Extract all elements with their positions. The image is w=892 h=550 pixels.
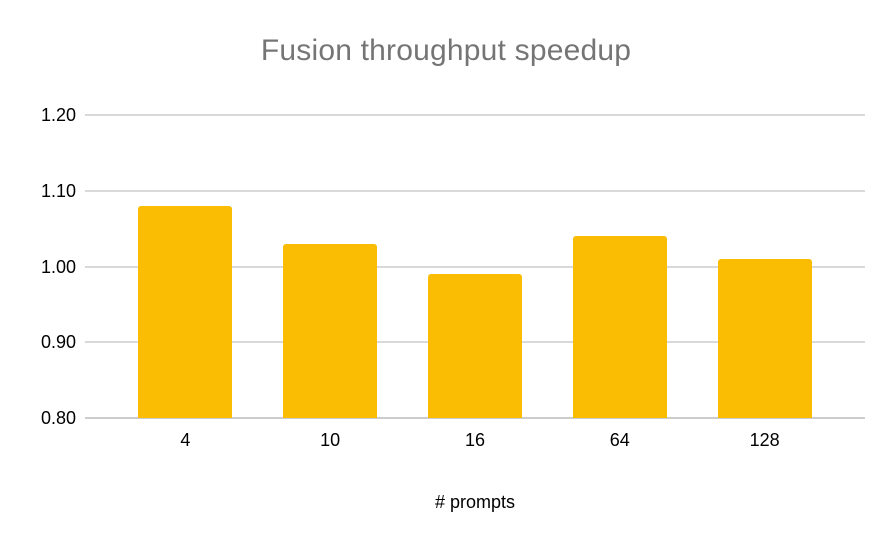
x-tick-label: 128 — [749, 430, 780, 450]
y-tick-label: 1.20 — [40, 105, 76, 125]
bar-slot — [113, 115, 258, 418]
y-axis: 1.20 1.10 1.00 0.90 0.80 — [0, 106, 76, 427]
bar-slot — [403, 115, 548, 418]
gridline — [85, 114, 865, 116]
bar-slot — [547, 115, 692, 418]
bar-slot — [692, 115, 837, 418]
x-tick-label: 10 — [320, 430, 341, 450]
y-tick-label: 1.10 — [40, 180, 76, 201]
bar-10 — [283, 243, 378, 418]
x-axis-title: # prompts — [434, 492, 516, 512]
x-axis: 4 10 16 64 128 — [113, 430, 837, 451]
bar-4 — [138, 205, 233, 418]
x-tick-label: 64 — [609, 430, 630, 450]
gridline — [85, 265, 865, 268]
bar-64 — [572, 236, 667, 418]
gridline — [85, 189, 865, 192]
plot-area — [85, 114, 865, 419]
bar-slot — [258, 115, 403, 418]
chart-title: Fusion throughput speedup — [260, 34, 632, 67]
y-tick-label: 0.90 — [40, 332, 76, 353]
x-axis-baseline — [85, 417, 865, 419]
y-tick-label: 0.80 — [40, 408, 76, 428]
x-tick-label: 4 — [180, 430, 191, 450]
bar-16 — [427, 274, 522, 418]
bar-128 — [717, 258, 812, 418]
x-tick-label: 16 — [464, 430, 485, 450]
bar-series — [113, 115, 837, 418]
y-tick-label: 1.00 — [40, 256, 76, 277]
